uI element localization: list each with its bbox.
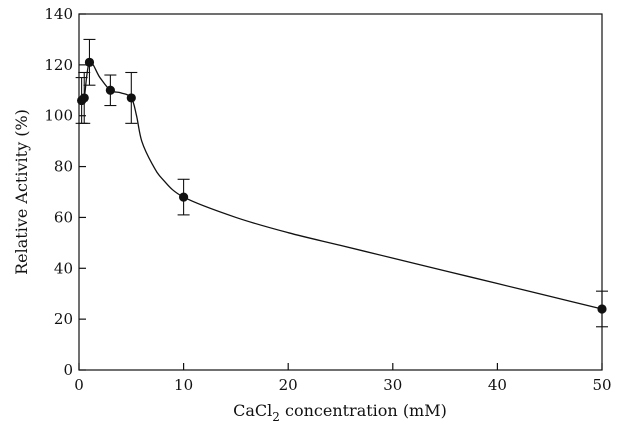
fit-curve: [80, 61, 603, 310]
y-tick-label: 60: [54, 208, 73, 226]
x-axis-label-main: CaCl: [233, 401, 272, 420]
data-points: [77, 57, 607, 314]
x-tick-label: 10: [174, 376, 193, 394]
y-tick-label: 140: [44, 5, 73, 23]
y-tick-label: 80: [54, 158, 73, 176]
x-tick-label: 30: [383, 376, 402, 394]
data-point: [105, 85, 115, 95]
y-tick-label: 100: [44, 107, 73, 125]
data-point: [84, 57, 95, 67]
plot-area: [78, 13, 603, 371]
data-point: [179, 192, 189, 202]
plot-frame: [78, 13, 603, 371]
x-tick-label: 0: [74, 376, 84, 394]
y-tick-label: 0: [63, 361, 73, 379]
x-tick-label: 50: [592, 376, 611, 394]
data-point: [597, 304, 607, 314]
y-tick-label: 120: [44, 56, 73, 74]
y-tick-label: 20: [54, 310, 73, 328]
error-bars: [75, 38, 608, 328]
x-axis-label-rest: concentration (mM): [280, 401, 447, 420]
y-axis-label: Relative Activity (%): [12, 109, 31, 275]
x-axis-label: CaCl2 concentration (mM): [233, 401, 447, 424]
x-axis-label-subscript: 2: [272, 410, 280, 424]
data-point: [126, 93, 136, 103]
y-tick-label: 40: [54, 259, 73, 277]
x-axis-ticks: 0 10 20 30 40 50: [74, 363, 612, 394]
x-tick-label: 20: [279, 376, 298, 394]
data-point: [79, 93, 89, 103]
y-axis-ticks: 0 20 40 60 80 100 120 140: [44, 5, 86, 379]
x-tick-label: 40: [488, 376, 507, 394]
